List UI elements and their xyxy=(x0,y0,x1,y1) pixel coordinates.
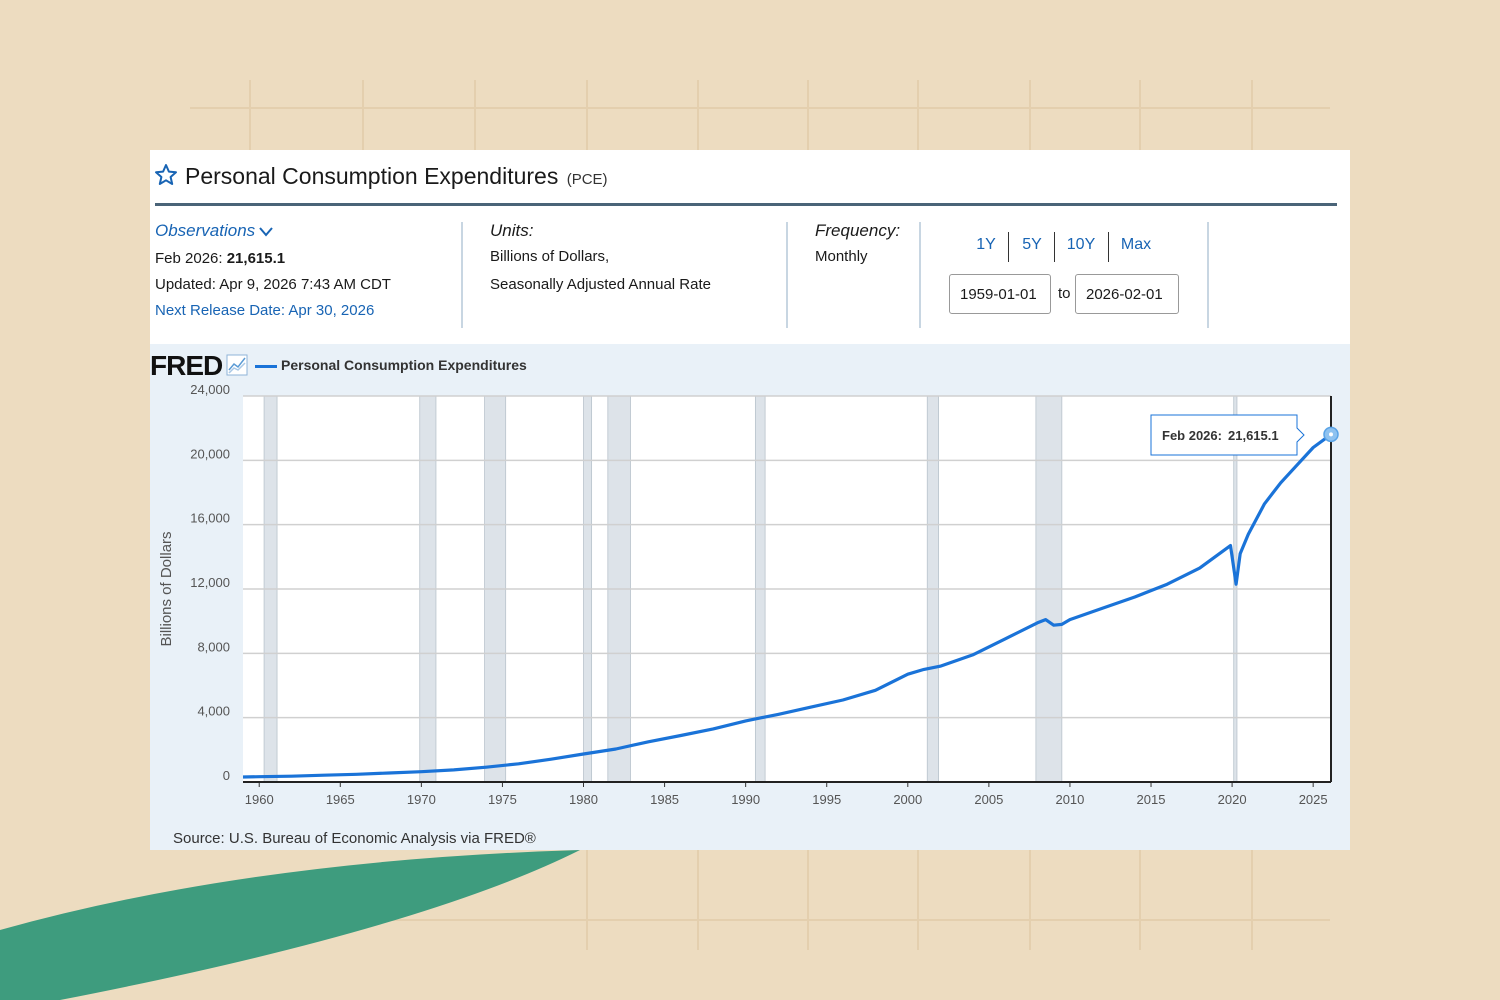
latest-value: 21,615.1 xyxy=(226,250,286,267)
latest-observation: Feb 2026: 21,615.1 xyxy=(155,250,285,267)
tooltip-date: Feb 2026: xyxy=(1162,428,1222,443)
x-tick-label: 1975 xyxy=(488,792,517,807)
x-tick-label: 2010 xyxy=(1055,792,1084,807)
range-5y-button[interactable]: 5Y xyxy=(1022,236,1042,253)
series-line xyxy=(242,433,1332,779)
chevron-down-icon xyxy=(259,226,273,237)
start-date-input[interactable] xyxy=(949,274,1051,314)
title-divider xyxy=(155,203,1337,206)
observations-toggle[interactable]: Observations xyxy=(155,221,273,241)
frequency-label: Frequency: xyxy=(815,221,901,240)
x-tick-label: 2005 xyxy=(974,792,1003,807)
y-tick-label: 16,000 xyxy=(190,511,230,526)
series-panel: Personal Consumption Expenditures (PCE) … xyxy=(150,150,1350,850)
updated-text: Updated: Apr 9, 2026 7:43 AM CDT xyxy=(155,276,391,293)
range-10y-button[interactable]: 10Y xyxy=(1066,236,1096,253)
column-divider xyxy=(786,222,788,328)
range-1y-button[interactable]: 1Y xyxy=(976,236,996,253)
x-tick-label: 2015 xyxy=(1137,792,1166,807)
observations-label: Observations xyxy=(155,221,256,240)
y-axis-title: Billions of Dollars xyxy=(158,531,175,646)
x-tick-label: 1985 xyxy=(650,792,679,807)
range-separator xyxy=(1008,232,1009,262)
column-divider xyxy=(461,222,463,328)
units-line-1: Billions of Dollars, xyxy=(490,248,610,265)
x-tick-label: 1965 xyxy=(326,792,355,807)
end-date-input[interactable] xyxy=(1075,274,1179,314)
legend-swatch xyxy=(255,365,277,368)
y-tick-label: 12,000 xyxy=(190,575,230,590)
x-tick-label: 1970 xyxy=(407,792,436,807)
legend-label: Personal Consumption Expenditures xyxy=(281,357,527,373)
range-max-button[interactable]: Max xyxy=(1120,236,1152,253)
series-title: Personal Consumption Expenditures xyxy=(185,163,559,189)
column-divider xyxy=(1207,222,1209,328)
chart-area: FRED Personal Consumption Expenditures 0… xyxy=(150,344,1350,850)
to-label: to xyxy=(1058,285,1071,302)
range-separator xyxy=(1054,232,1055,262)
x-tick-label: 1995 xyxy=(812,792,841,807)
tooltip-value: 21,615.1 xyxy=(1228,428,1279,443)
x-tick-label: 1990 xyxy=(731,792,760,807)
x-tick-label: 2000 xyxy=(893,792,922,807)
units-label: Units: xyxy=(490,221,534,240)
units-line-2: Seasonally Adjusted Annual Rate xyxy=(490,276,711,293)
range-separator xyxy=(1108,232,1109,262)
y-tick-label: 4,000 xyxy=(197,704,230,719)
y-tick-label: 24,000 xyxy=(190,382,230,397)
favorite-star-icon[interactable] xyxy=(154,163,178,187)
column-divider xyxy=(919,222,921,328)
page-title: Personal Consumption Expenditures (PCE) xyxy=(185,163,608,190)
x-tick-label: 1980 xyxy=(569,792,598,807)
x-tick-label: 2025 xyxy=(1299,792,1328,807)
fred-logo: FRED xyxy=(150,350,223,381)
x-tick-label: 2020 xyxy=(1218,792,1247,807)
line-chart: 0 4,000 8,000 12,000 16,000 20,000 24,000 1960 1… xyxy=(158,382,1339,807)
y-tick-label: 20,000 xyxy=(190,446,230,461)
series-code: (PCE) xyxy=(566,171,608,188)
chart-line-icon xyxy=(226,354,248,376)
y-tick-label: 0 xyxy=(223,768,230,783)
next-release-link[interactable]: Next Release Date: Apr 30, 2026 xyxy=(155,302,375,319)
highlight-point-center xyxy=(1329,432,1333,437)
x-tick-label: 1960 xyxy=(245,792,274,807)
tooltip-box xyxy=(1150,414,1305,456)
source-note: Source: U.S. Bureau of Economic Analysis… xyxy=(173,830,536,847)
latest-date: Feb 2026: xyxy=(155,250,227,267)
frequency-value: Monthly xyxy=(815,248,868,265)
y-tick-label: 8,000 xyxy=(197,639,230,654)
